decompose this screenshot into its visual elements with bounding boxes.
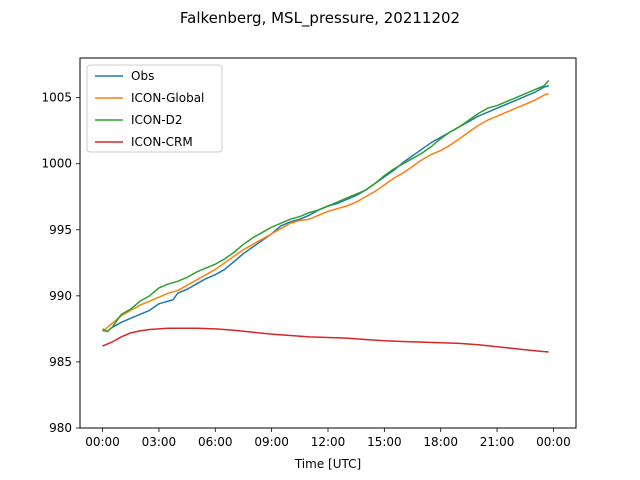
series-line-0 [102, 85, 549, 333]
plot-area [102, 79, 550, 353]
legend-label-3: ICON-CRM [131, 135, 193, 149]
y-tick-label: 990 [49, 289, 72, 303]
x-tick-label: 12:00 [311, 435, 346, 449]
series-line-2 [102, 79, 550, 333]
x-tick-label: 06:00 [198, 435, 233, 449]
legend-label-0: Obs [131, 69, 154, 83]
legend: Obs ICON-Global ICON-D2 ICON-CRM [86, 64, 223, 153]
y-tick-label: 1000 [41, 157, 72, 171]
series-line-3 [102, 327, 549, 353]
x-tick-label: 21:00 [480, 435, 515, 449]
legend-box [86, 64, 223, 153]
x-tick-label: 00:00 [536, 435, 571, 449]
x-axis: 00:00 03:00 06:00 09:00 12:00 15:00 18:00 21:00… [85, 428, 571, 449]
y-tick-label: 1005 [41, 91, 72, 105]
y-axis: 980 985 990 995 1000 1005 [41, 91, 80, 435]
chart-title: Falkenberg, MSL_pressure, 20211202 [180, 9, 460, 28]
y-tick-label: 995 [49, 223, 72, 237]
series-line-1 [102, 92, 549, 333]
x-axis-label: Time [UTC] [294, 457, 361, 471]
x-tick-label: 03:00 [142, 435, 177, 449]
legend-label-2: ICON-D2 [131, 113, 183, 127]
y-tick-label: 985 [49, 355, 72, 369]
x-tick-label: 18:00 [423, 435, 458, 449]
legend-label-1: ICON-Global [131, 91, 204, 105]
x-tick-label: 15:00 [367, 435, 402, 449]
x-tick-label: 09:00 [254, 435, 289, 449]
y-tick-label: 980 [49, 421, 72, 435]
x-tick-label: 00:00 [85, 435, 120, 449]
